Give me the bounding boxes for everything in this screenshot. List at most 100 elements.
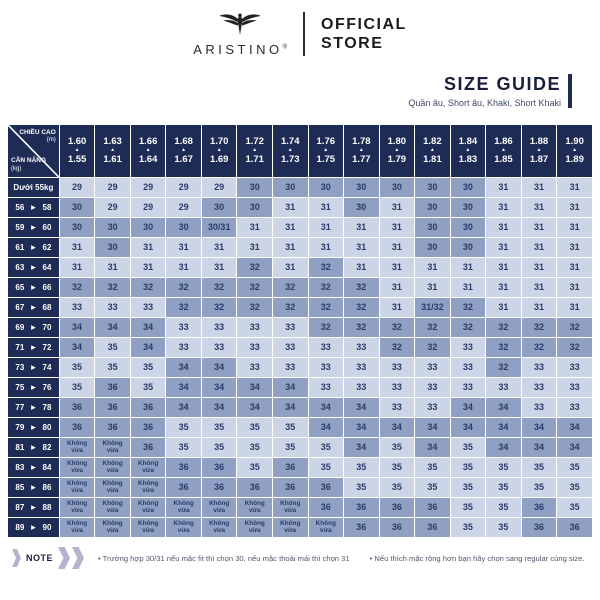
size-cell: 32 [166,278,201,297]
size-cell: 35 [95,338,130,357]
size-cell: 33 [166,318,201,337]
size-cell: 34 [486,398,521,417]
right-arrow-icon: ▶ [31,264,36,271]
size-cell: 36 [415,498,450,517]
size-cell: 30 [166,218,201,237]
weight-row-label: 61 ▶ 62 [8,238,59,257]
size-cell: 31 [379,238,415,257]
weight-row-label: 59 ▶ 60 [8,218,59,237]
size-cell: 36 [272,478,308,497]
size-cell: 36 [415,518,450,537]
size-cell: 30 [450,238,486,257]
size-cell: 36 [344,498,379,517]
size-cell: 35 [308,438,344,457]
size-cell: 33 [379,378,415,397]
size-cell: 32 [379,338,415,357]
size-cell: 31 [557,258,592,277]
size-cell: 33 [450,358,486,377]
size-cell: 31 [379,278,415,297]
size-cell: 29 [95,198,130,217]
size-cell: 31 [272,238,308,257]
right-arrow-icon: ▶ [31,364,36,371]
size-cell: 36 [272,458,308,477]
size-cell: 31 [521,298,557,317]
size-cell: 33 [521,378,557,397]
size-cell: 32 [344,318,379,337]
size-cell: 34 [379,418,415,437]
size-cell: 32 [486,358,521,377]
size-cell: 35 [201,438,237,457]
table-row: 83 ▶ 84 Không vừa Không vừa Không vừa 36 36 35 36 35 3… [8,458,592,477]
size-cell: 34 [272,378,308,397]
size-cell: 33 [415,378,450,397]
weight-row-label: 77 ▶ 78 [8,398,59,417]
size-cell: 31 [272,218,308,237]
height-column-header: 1.72 ▲ 1.71 [237,125,272,177]
table-row: 69 ▶ 70 34 34 34 33 33 33 33 32 32 32 32 32 32 32 32 [8,318,592,337]
size-cell: Không vừa [59,438,95,457]
size-cell: 34 [486,418,521,437]
page-title: SIZE GUIDE [443,74,561,94]
up-arrow-icon: ▲ [429,147,435,154]
table-row: 81 ▶ 82 Không vừa Không vừa 36 35 35 35 35 35 34 35 34 3… [8,438,592,457]
size-cell: 32 [308,278,344,297]
size-cell: 31 [344,258,379,277]
size-cell: 36 [95,418,130,437]
weight-row-label: 87 ▶ 88 [8,498,59,517]
size-cell: 33 [308,378,344,397]
height-column-header: 1.80 ▲ 1.79 [379,125,415,177]
right-arrow-icon: ▶ [31,244,36,251]
size-cell: 33 [557,378,592,397]
size-cell: 35 [557,458,592,477]
size-cell: 30 [450,198,486,217]
size-cell: 32 [450,318,486,337]
right-arrow-icon: ▶ [31,304,36,311]
table-row: 89 ▶ 90 Không vừa Không vừa Không vừa Không vừa Khô… [8,518,592,537]
table-row: 67 ▶ 68 33 33 33 32 32 32 32 32 32 31 31/32 32 31 31 31 [8,298,592,317]
height-column-header: 1.60 ▲ 1.55 [59,125,95,177]
brand-name: ARISTINO® [193,41,288,57]
size-cell: Không vừa [95,458,130,477]
table-row: 71 ▶ 72 34 35 34 33 33 33 33 33 33 32 32 33 32 32 32 [8,338,592,357]
size-cell: 30 [344,178,379,197]
height-column-header: 1.74 ▲ 1.73 [272,125,308,177]
size-cell: 35 [166,418,201,437]
size-cell: 31 [379,218,415,237]
size-cell: 35 [415,478,450,497]
weight-row-label: 81 ▶ 82 [8,438,59,457]
size-cell: 31 [272,198,308,217]
size-cell: 34 [344,398,379,417]
size-cell: 35 [237,418,272,437]
size-cell: 32 [201,298,237,317]
size-cell: 34 [486,438,521,457]
right-arrow-icon: ▶ [31,344,36,351]
size-cell: 35 [557,498,592,517]
size-cell: 36 [379,498,415,517]
size-cell: 32 [272,298,308,317]
size-cell: 33 [344,378,379,397]
size-cell: 33 [486,378,521,397]
size-cell: 33 [450,338,486,357]
size-cell: 35 [95,358,130,377]
right-arrow-icon: ▶ [31,284,36,291]
up-arrow-icon: ▲ [358,147,364,154]
size-cell: 34 [201,398,237,417]
size-cell: 33 [272,338,308,357]
weight-row-label: 69 ▶ 70 [8,318,59,337]
note-section: NOTE • Trường hợp 30/31 nếu mặc fit thì … [0,547,600,569]
weight-row-label: Dưới 55kg [8,178,59,197]
size-cell: 31 [379,258,415,277]
size-cell: 31 [166,238,201,257]
size-cell: 31 [95,258,130,277]
height-column-header: 1.88 ▲ 1.87 [521,125,557,177]
size-cell: Không vừa [166,498,201,517]
size-cell: Không vừa [95,478,130,497]
size-cell: 31 [379,198,415,217]
size-cell: Không vừa [201,518,237,537]
size-cell: 35 [237,458,272,477]
size-cell: 34 [201,378,237,397]
up-arrow-icon: ▲ [216,147,222,154]
size-cell: 29 [59,178,95,197]
size-cell: 31 [486,298,521,317]
size-cell: 35 [450,458,486,477]
